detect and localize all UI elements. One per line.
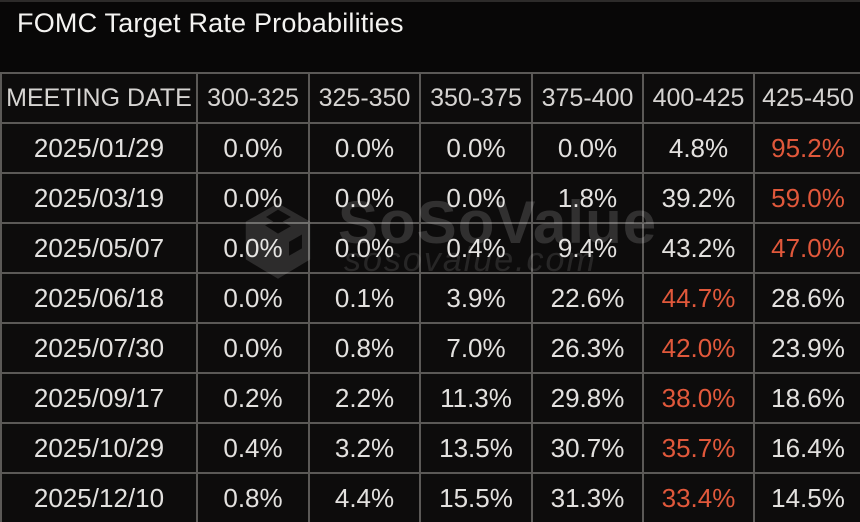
probability-cell: 0.0% <box>419 122 533 174</box>
probability-cell: 0.0% <box>196 122 310 174</box>
probability-cell: 0.0% <box>196 172 310 224</box>
probability-cell: 33.4% <box>642 472 755 522</box>
probability-cell: 38.0% <box>642 372 755 424</box>
probability-cell: 0.0% <box>196 322 310 374</box>
probability-cell: 0.0% <box>531 122 644 174</box>
meeting-date-cell: 2025/03/19 <box>0 172 198 224</box>
fomc-probabilities-table: MEETING DATE 300-325 325-350 350-375 375… <box>0 72 860 522</box>
probability-cell: 43.2% <box>642 222 755 274</box>
probability-cell: 0.0% <box>419 172 533 224</box>
probability-cell: 18.6% <box>753 372 860 424</box>
probability-cell: 13.5% <box>419 422 533 474</box>
probability-cell: 0.0% <box>196 222 310 274</box>
meeting-date-cell: 2025/06/18 <box>0 272 198 324</box>
table-header-row: MEETING DATE 300-325 325-350 350-375 375… <box>0 72 860 124</box>
probability-cell: 11.3% <box>419 372 533 424</box>
probability-cell: 0.2% <box>196 372 310 424</box>
table-row: 2025/06/18 0.0% 0.1% 3.9% 22.6% 44.7% 28.6% <box>0 272 860 324</box>
probability-cell: 0.8% <box>308 322 421 374</box>
probability-cell: 47.0% <box>753 222 860 274</box>
probability-cell: 39.2% <box>642 172 755 224</box>
meeting-date-cell: 2025/05/07 <box>0 222 198 274</box>
probability-cell: 95.2% <box>753 122 860 174</box>
probability-cell: 0.0% <box>308 122 421 174</box>
probability-cell: 2.2% <box>308 372 421 424</box>
probability-cell: 31.3% <box>531 472 644 522</box>
probability-cell: 59.0% <box>753 172 860 224</box>
probability-cell: 26.3% <box>531 322 644 374</box>
table-row: 2025/01/29 0.0% 0.0% 0.0% 0.0% 4.8% 95.2% <box>0 122 860 174</box>
table-row: 2025/05/07 0.0% 0.0% 0.4% 9.4% 43.2% 47.0% <box>0 222 860 274</box>
column-header-325-350: 325-350 <box>308 72 421 124</box>
column-header-375-400: 375-400 <box>531 72 644 124</box>
probability-cell: 30.7% <box>531 422 644 474</box>
table-row: 2025/07/30 0.0% 0.8% 7.0% 26.3% 42.0% 23.9% <box>0 322 860 374</box>
probability-cell: 4.8% <box>642 122 755 174</box>
table-row: 2025/10/29 0.4% 3.2% 13.5% 30.7% 35.7% 16.4% <box>0 422 860 474</box>
meeting-date-cell: 2025/10/29 <box>0 422 198 474</box>
probability-cell: 1.8% <box>531 172 644 224</box>
meeting-date-cell: 2025/07/30 <box>0 322 198 374</box>
probability-cell: 35.7% <box>642 422 755 474</box>
probability-cell: 0.4% <box>196 422 310 474</box>
probability-cell: 4.4% <box>308 472 421 522</box>
probability-cell: 23.9% <box>753 322 860 374</box>
probability-cell: 9.4% <box>531 222 644 274</box>
probability-cell: 16.4% <box>753 422 860 474</box>
table-body: 2025/01/29 0.0% 0.0% 0.0% 0.0% 4.8% 95.2% 2025/… <box>0 122 860 522</box>
column-header-300-325: 300-325 <box>196 72 310 124</box>
column-header-425-450: 425-450 <box>753 72 860 124</box>
meeting-date-cell: 2025/12/10 <box>0 472 198 522</box>
table-row: 2025/09/17 0.2% 2.2% 11.3% 29.8% 38.0% 18.6% <box>0 372 860 424</box>
table-row: 2025/03/19 0.0% 0.0% 0.0% 1.8% 39.2% 59.0% <box>0 172 860 224</box>
probability-cell: 0.8% <box>196 472 310 522</box>
probability-cell: 15.5% <box>419 472 533 522</box>
probability-cell: 3.2% <box>308 422 421 474</box>
probability-cell: 3.9% <box>419 272 533 324</box>
column-header-400-425: 400-425 <box>642 72 755 124</box>
table-header: MEETING DATE 300-325 325-350 350-375 375… <box>0 72 860 124</box>
column-header-meeting-date: MEETING DATE <box>0 72 198 124</box>
probability-cell: 22.6% <box>531 272 644 324</box>
probability-cell: 7.0% <box>419 322 533 374</box>
probability-cell: 0.0% <box>196 272 310 324</box>
widget-title-bar: FOMC Target Rate Probabilities <box>0 2 860 72</box>
column-header-350-375: 350-375 <box>419 72 533 124</box>
meeting-date-cell: 2025/01/29 <box>0 122 198 174</box>
probability-cell: 14.5% <box>753 472 860 522</box>
page-title: FOMC Target Rate Probabilities <box>17 8 404 38</box>
probability-cell: 0.0% <box>308 172 421 224</box>
probability-cell: 28.6% <box>753 272 860 324</box>
probability-cell: 0.0% <box>308 222 421 274</box>
probability-cell: 0.1% <box>308 272 421 324</box>
meeting-date-cell: 2025/09/17 <box>0 372 198 424</box>
probability-cell: 29.8% <box>531 372 644 424</box>
table-row: 2025/12/10 0.8% 4.4% 15.5% 31.3% 33.4% 14.5% <box>0 472 860 522</box>
probability-cell: 42.0% <box>642 322 755 374</box>
probability-cell: 0.4% <box>419 222 533 274</box>
probability-cell: 44.7% <box>642 272 755 324</box>
